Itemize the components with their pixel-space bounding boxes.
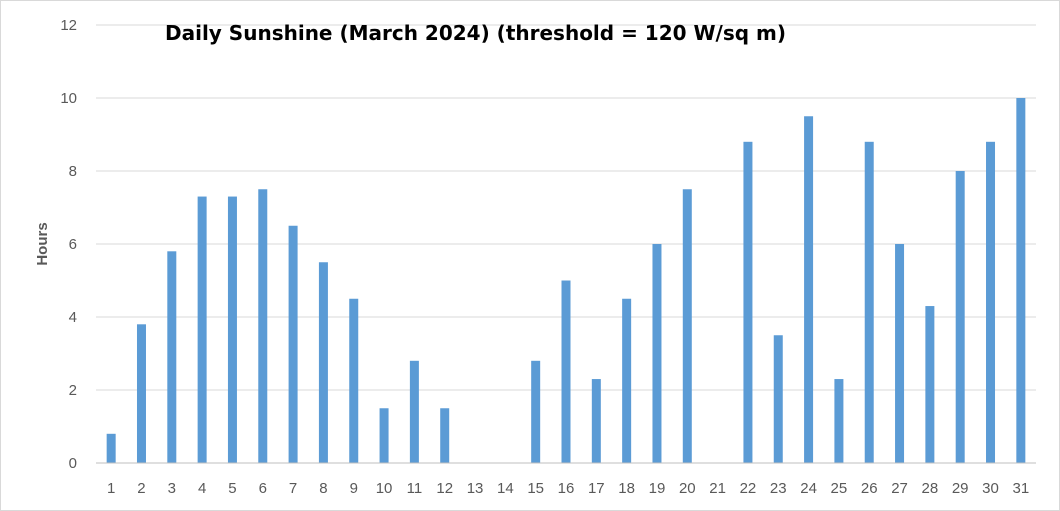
x-tick-label: 23 <box>770 480 787 497</box>
x-tick-label: 19 <box>649 480 666 497</box>
bar <box>682 189 692 463</box>
bar <box>955 171 965 463</box>
x-tick-label: 22 <box>740 480 757 497</box>
y-tick-label: 10 <box>60 90 77 107</box>
bar <box>986 141 996 464</box>
y-tick-label: 8 <box>69 163 77 180</box>
bar <box>167 251 177 463</box>
x-tick-label: 29 <box>952 480 969 497</box>
bar <box>622 298 632 463</box>
bar <box>440 408 450 463</box>
x-tick-label: 14 <box>497 480 514 497</box>
x-tick-label: 27 <box>891 480 908 497</box>
x-tick-label: 13 <box>467 480 484 497</box>
y-tick-label: 6 <box>69 236 77 253</box>
x-tick-label: 18 <box>618 480 635 497</box>
bar <box>349 298 359 463</box>
x-tick-label: 11 <box>407 480 423 497</box>
bar <box>318 262 328 463</box>
bar <box>743 141 753 464</box>
x-tick-label: 7 <box>289 480 297 497</box>
x-tick-label: 31 <box>1012 480 1029 497</box>
x-tick-label: 5 <box>228 480 236 497</box>
y-tick-label: 4 <box>69 309 77 326</box>
bar <box>227 196 237 464</box>
bar <box>804 116 814 463</box>
bar <box>288 225 298 463</box>
y-axis-label: Hours <box>34 222 51 265</box>
x-tick-label: 8 <box>319 480 327 497</box>
x-tick-label: 15 <box>527 480 544 497</box>
x-tick-label: 3 <box>168 480 176 497</box>
x-tick-label: 1 <box>107 480 115 497</box>
y-tick-label: 2 <box>69 382 77 399</box>
bar <box>591 379 601 463</box>
bars <box>106 98 1026 464</box>
x-tick-label: 21 <box>709 480 726 497</box>
bar <box>652 244 662 463</box>
x-tick-label: 30 <box>982 480 999 497</box>
bar <box>561 280 571 463</box>
x-tick-label: 4 <box>198 480 206 497</box>
x-tick-label: 10 <box>376 480 393 497</box>
bar <box>773 335 783 463</box>
x-tick-label: 16 <box>558 480 575 497</box>
x-tick-label: 9 <box>350 480 358 497</box>
bar <box>379 408 389 463</box>
x-tick-label: 26 <box>861 480 878 497</box>
gridlines <box>96 24 1036 391</box>
bar <box>409 360 419 463</box>
bar <box>834 379 844 463</box>
bar <box>197 196 207 464</box>
x-tick-label: 24 <box>800 480 817 497</box>
bar <box>895 244 905 463</box>
bar <box>925 306 935 463</box>
x-tick-label: 20 <box>679 480 696 497</box>
y-tick-label: 0 <box>69 455 77 472</box>
bar <box>864 141 874 464</box>
x-tick-label: 12 <box>436 480 453 497</box>
bar <box>136 324 146 463</box>
bar <box>106 433 116 463</box>
x-tick-label: 28 <box>922 480 939 497</box>
x-tick-label: 6 <box>259 480 267 497</box>
bar <box>531 360 541 463</box>
x-tick-label: 2 <box>137 480 145 497</box>
y-tick-label: 12 <box>60 17 77 34</box>
bar <box>1016 98 1026 463</box>
chart-title: Daily Sunshine (March 2024) (threshold =… <box>165 21 786 45</box>
bar <box>258 189 268 463</box>
x-tick-label: 25 <box>831 480 848 497</box>
x-tick-label: 17 <box>588 480 605 497</box>
